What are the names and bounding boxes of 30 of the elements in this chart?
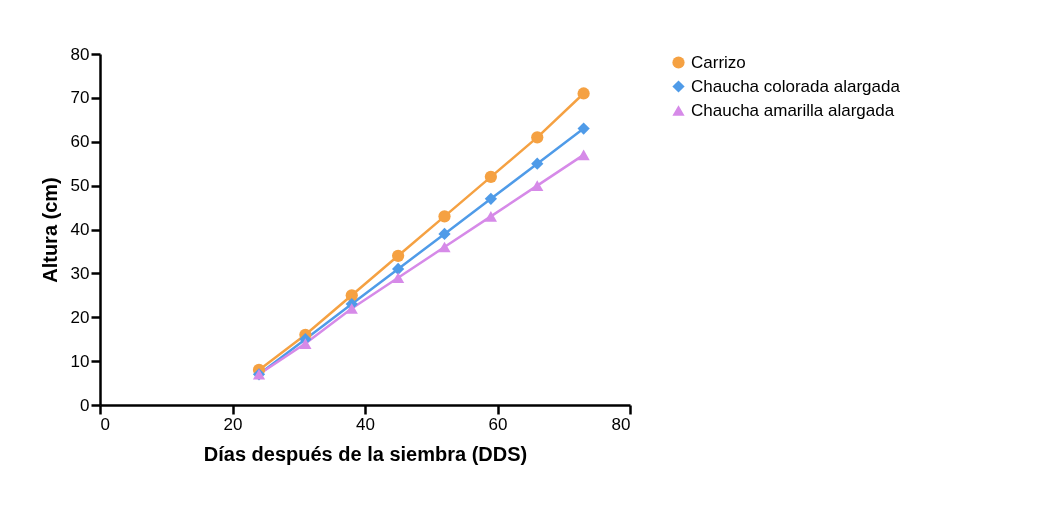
legend-label: Chaucha colorada alargada <box>691 76 901 96</box>
point <box>531 157 544 170</box>
y-tick-label: 70 <box>70 88 90 108</box>
point <box>531 131 544 144</box>
x-tick-label: 40 <box>356 414 375 434</box>
point <box>484 192 497 205</box>
y-axis-title: Altura (cm) <box>38 177 61 283</box>
point <box>392 272 405 284</box>
point <box>438 227 451 241</box>
point <box>345 303 358 314</box>
y-tick-label: 80 <box>70 44 90 64</box>
legend-label: Chaucha amarilla alargada <box>691 100 895 120</box>
x-axis-title: Días después de la siembra (DDS) <box>203 442 528 465</box>
point <box>484 170 497 183</box>
y-tick-label: 10 <box>70 351 90 371</box>
point <box>392 262 405 276</box>
x-tick-label: 80 <box>611 414 631 434</box>
point <box>484 211 497 222</box>
legend-label: Carrizo <box>691 52 746 72</box>
x-tick-label: 0 <box>100 414 110 434</box>
point <box>392 249 405 262</box>
y-tick-label: 40 <box>70 220 90 239</box>
x-tick-label: 60 <box>488 414 508 434</box>
y-tick-label: 50 <box>70 176 90 196</box>
x-tick-label: 20 <box>223 414 243 434</box>
y-tick-label: 60 <box>70 132 90 152</box>
y-tick-label: 30 <box>70 263 90 283</box>
y-tick-label: 0 <box>80 395 90 415</box>
point <box>531 180 544 191</box>
y-tick-label: 20 <box>70 307 90 327</box>
